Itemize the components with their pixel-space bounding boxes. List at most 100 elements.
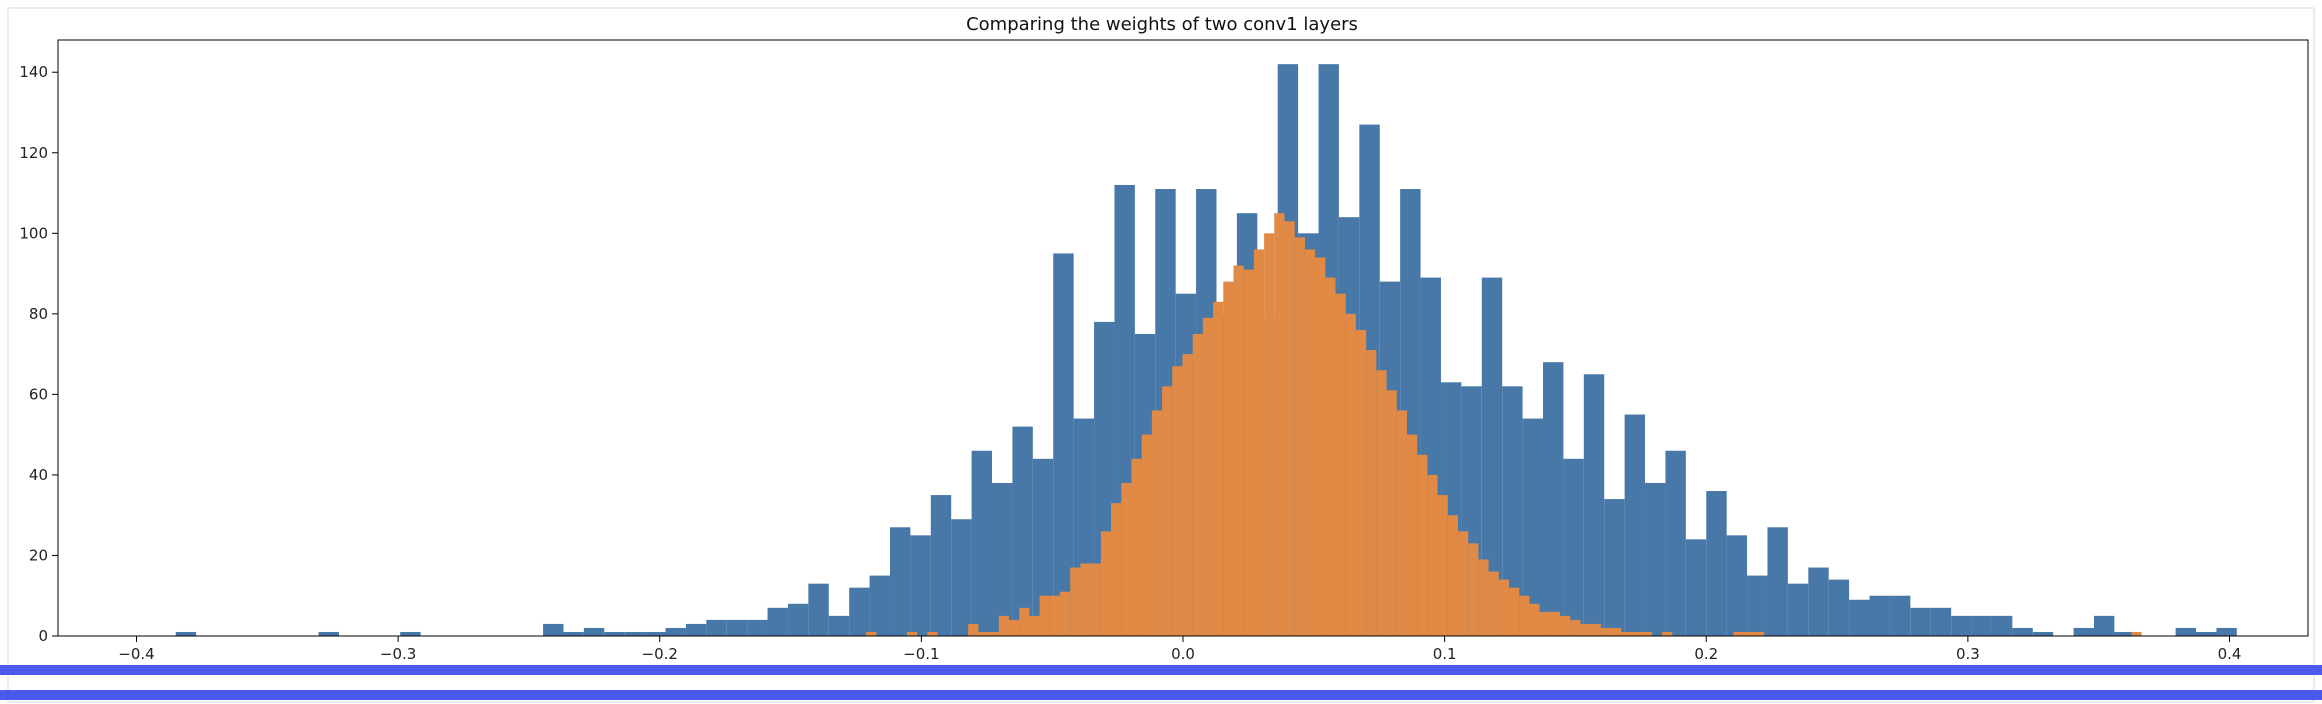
histogram-bar-series-2 [1284, 221, 1295, 636]
histogram-bar-series-2 [1468, 543, 1479, 636]
histogram-bar-series-1 [828, 615, 850, 636]
histogram-bar-series-2 [1753, 631, 1765, 636]
histogram-bar-series-2 [1376, 370, 1387, 636]
histogram-bar-series-1 [2175, 627, 2197, 636]
y-tick-label: 40 [29, 466, 48, 484]
histogram-bar-series-1 [1685, 539, 1707, 636]
histogram-bar-series-2 [1049, 595, 1061, 636]
histogram-bar-series-2 [1427, 474, 1438, 636]
histogram-bar-series-2 [1304, 249, 1316, 637]
histogram-bar-series-2 [1019, 607, 1030, 636]
bottom-highlight-bar [0, 665, 2322, 675]
y-tick-label: 60 [29, 385, 48, 403]
histogram-bar-series-2 [1539, 611, 1550, 636]
histogram-bar-series-2 [1478, 559, 1489, 636]
histogram-bar-series-2 [1406, 434, 1418, 636]
y-tick-label: 140 [19, 63, 48, 81]
histogram-bar-series-1 [992, 482, 1013, 636]
histogram-bar-series-2 [1437, 495, 1448, 636]
histogram-bar-series-1 [1012, 426, 1033, 636]
histogram-bar-series-2 [1223, 281, 1234, 636]
y-tick-label: 80 [29, 305, 48, 323]
histogram-bar-series-2 [968, 623, 979, 636]
histogram-bar-series-2 [1151, 410, 1163, 636]
histogram-bar-series-2 [1396, 410, 1407, 636]
histogram-bar-series-1 [1869, 595, 1890, 636]
histogram-bar-series-1 [543, 623, 564, 636]
histogram-bar-series-1 [1951, 615, 1972, 636]
histogram-bar-series-1 [1481, 277, 1503, 636]
histogram-bar-series-1 [910, 535, 931, 636]
histogram-bar-series-2 [1080, 563, 1091, 636]
histogram-bar-series-2 [1325, 277, 1336, 636]
histogram-bar-series-1 [767, 607, 788, 636]
x-tick-label: −0.4 [118, 645, 154, 663]
histogram-bar-series-2 [1386, 390, 1397, 636]
histogram-bar-series-1 [175, 631, 197, 636]
histogram-bar-series-1 [1583, 374, 1605, 636]
histogram-bar-series-1 [1991, 615, 2013, 636]
histogram-bar-series-1 [2012, 627, 2033, 636]
histogram-bar-series-2 [1631, 631, 1642, 636]
histogram-bar-series-2 [2131, 631, 2142, 636]
histogram-bar-series-1 [971, 450, 993, 636]
histogram-bar-series-1 [1849, 599, 1870, 636]
histogram-bar-series-1 [1522, 418, 1543, 636]
histogram-bar-series-2 [1294, 237, 1305, 636]
histogram-bar-series-2 [1560, 615, 1571, 636]
histogram-bar-series-1 [1808, 567, 1829, 636]
histogram-bar-series-2 [1274, 213, 1285, 636]
histogram-bar-series-2 [1172, 366, 1183, 636]
x-tick-label: 0.2 [1694, 645, 1718, 663]
histogram-bar-series-2 [1029, 615, 1040, 636]
x-tick-label: −0.3 [380, 645, 416, 663]
histogram-bar-series-1 [726, 619, 748, 636]
histogram-bar-series-1 [2032, 631, 2054, 636]
histogram-bar-series-1 [1604, 499, 1625, 636]
histogram-bar-series-1 [665, 627, 686, 636]
histogram-bar-series-2 [1600, 627, 1612, 636]
histogram-bar-series-2 [1611, 627, 1622, 636]
histogram-bar-series-2 [1508, 587, 1520, 636]
y-tick-label: 100 [19, 224, 48, 242]
histogram-bar-series-2 [866, 631, 877, 636]
axes-layer: −0.4 −0.3 −0.2 −0.1 0.0 0.1 0.2 0.3 0.4 0 20 40 60 80… [19, 39, 2309, 663]
histogram-bar-series-2 [1121, 482, 1132, 636]
histogram-bar-series-2 [1264, 233, 1275, 636]
histogram-bar-series-2 [1182, 354, 1193, 636]
histogram-bar-series-1 [2114, 631, 2135, 636]
histogram-bar-series-2 [1141, 434, 1152, 636]
histogram-bar-series-1 [1053, 253, 1074, 636]
histogram-bar-series-2 [1009, 619, 1020, 636]
histogram-bar-series-2 [1243, 269, 1254, 636]
histogram-bar-series-1 [604, 631, 625, 636]
x-tick-label: −0.1 [903, 645, 939, 663]
histogram-bar-series-2 [1641, 631, 1652, 636]
x-tick-label: 0.3 [1956, 645, 1980, 663]
histogram-bar-series-1 [645, 631, 666, 636]
histogram-bar-series-1 [747, 619, 768, 636]
histogram-bar-series-1 [706, 619, 727, 636]
histogram-bar-series-1 [808, 583, 829, 636]
histogram-bar-series-1 [318, 631, 339, 636]
histogram-bar-series-2 [1549, 611, 1561, 636]
histogram-bar-series-1 [787, 603, 809, 636]
figure-border [7, 7, 2315, 703]
histogram-bar-series-1 [1726, 535, 1748, 636]
histogram-bar-series-1 [1624, 414, 1646, 636]
histogram-bar-series-2 [1039, 595, 1050, 636]
histogram-bar-series-1 [1910, 607, 1931, 636]
histogram-bar-series-2 [1733, 631, 1744, 636]
histogram-bar-series-2 [978, 631, 989, 636]
histogram-bar-series-2 [1590, 623, 1601, 636]
histogram-bar-series-2 [1213, 301, 1224, 636]
histogram-bar-series-2 [1111, 503, 1122, 636]
histogram-bar-series-2 [1417, 454, 1428, 636]
histogram-bar-series-1 [1563, 458, 1584, 636]
histogram-bar-series-2 [1366, 350, 1377, 636]
histogram-bar-series-2 [1580, 623, 1591, 636]
histogram-bar-series-1 [1645, 482, 1666, 636]
histogram-bar-series-1 [624, 631, 646, 636]
